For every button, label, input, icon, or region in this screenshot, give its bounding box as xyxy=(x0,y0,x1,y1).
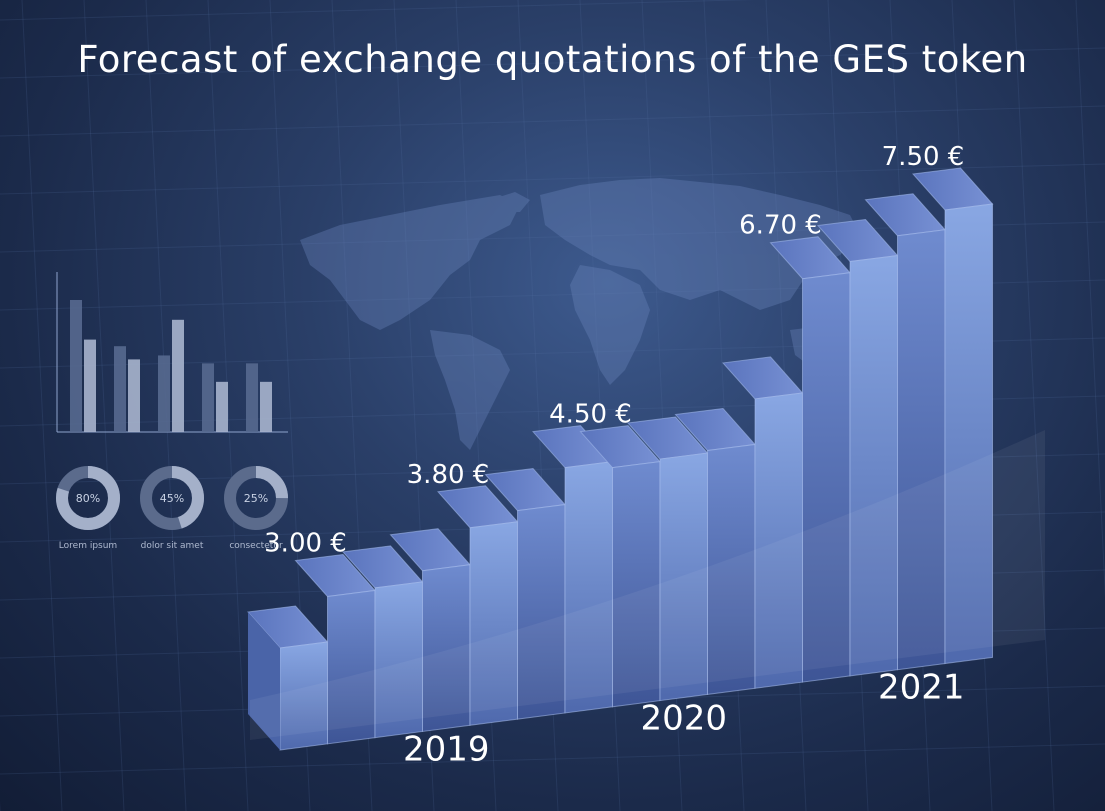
price-label: 7.50 € xyxy=(882,142,965,172)
price-label: 3.80 € xyxy=(407,460,490,490)
price-label: 3.00 € xyxy=(264,528,347,558)
price-label: 6.70 € xyxy=(739,211,822,241)
donut-percent-label: 25% xyxy=(244,492,268,505)
donut-caption: consectetur xyxy=(229,541,283,551)
bar-side-face xyxy=(248,612,280,750)
grid-line xyxy=(21,0,63,811)
grid-line xyxy=(0,163,1105,195)
inset-bar xyxy=(216,381,228,432)
bar-top-face xyxy=(864,193,947,237)
bar xyxy=(944,203,993,665)
year-label: 2020 xyxy=(640,699,727,739)
grid-line xyxy=(0,0,756,21)
chart-gloss xyxy=(250,430,1045,740)
donut-arc xyxy=(140,466,204,530)
grid-line xyxy=(1013,0,1055,811)
bar-top-face xyxy=(911,167,994,211)
price-label: 4.50 € xyxy=(549,400,632,430)
grid-line xyxy=(0,105,1105,137)
inset-bar xyxy=(202,363,214,432)
inset-bar xyxy=(128,359,140,432)
grid-line xyxy=(83,0,125,811)
bar-top-face xyxy=(721,356,804,400)
inset-bar xyxy=(246,363,258,432)
donut-arc xyxy=(224,466,288,530)
inset-bar xyxy=(172,319,184,432)
inset-bar xyxy=(70,300,82,432)
inset-bar xyxy=(114,346,126,432)
chart-title: Forecast of exchange quotations of the G… xyxy=(77,38,1028,81)
inset-bar xyxy=(84,339,96,432)
donut-caption: dolor sit amet xyxy=(141,541,204,551)
year-label: 2019 xyxy=(403,729,490,769)
donut-percent-label: 80% xyxy=(76,492,100,505)
inset-bar xyxy=(260,381,272,432)
grid-line xyxy=(0,743,1105,775)
donut-arc xyxy=(56,466,120,530)
grid-line xyxy=(0,47,1105,79)
inset-bar xyxy=(158,355,170,432)
donut-percent-label: 45% xyxy=(160,492,184,505)
grid-line xyxy=(1075,0,1105,599)
year-label: 2021 xyxy=(878,668,965,708)
donut-caption: Lorem ipsum xyxy=(59,541,117,551)
